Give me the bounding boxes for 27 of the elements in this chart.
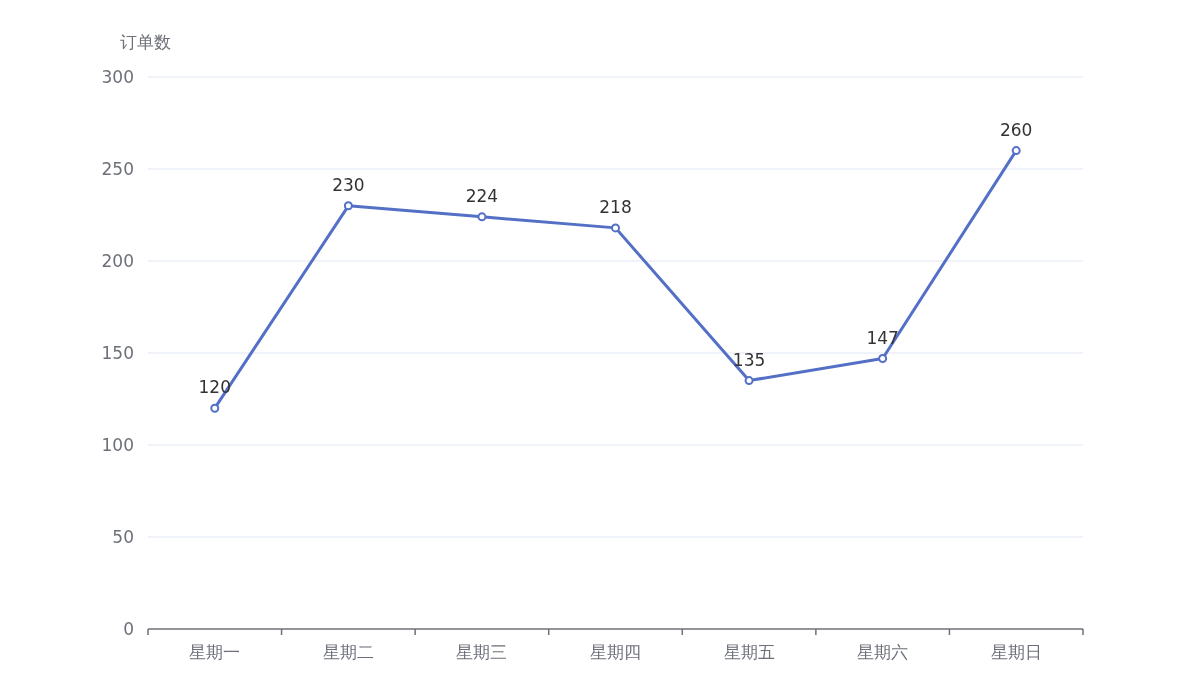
y-tick-label: 300 (101, 67, 134, 87)
data-label: 218 (599, 196, 632, 217)
y-tick-label: 200 (101, 251, 134, 271)
point (477, 212, 487, 222)
x-tick-label: 星期一 (189, 642, 241, 662)
x-tick-label: 星期四 (590, 642, 641, 662)
y-axis-title: 订单数 (119, 32, 171, 52)
data-label: 260 (999, 119, 1033, 140)
y-tick-label: 250 (101, 159, 134, 179)
x-tick-label: 星期六 (857, 642, 909, 662)
point (1011, 146, 1021, 156)
point (744, 376, 754, 386)
point (210, 403, 220, 413)
y-tick-label: 50 (112, 527, 134, 547)
x-tick-label: 星期日 (990, 642, 1042, 662)
y-tick-label: 100 (101, 435, 134, 455)
x-tick-label: 星期二 (322, 642, 374, 662)
x-tick-label: 星期三 (456, 642, 508, 662)
point (343, 201, 353, 211)
data-label: 135 (732, 349, 766, 370)
point (611, 223, 620, 233)
point (878, 354, 888, 364)
data-label: 224 (465, 185, 499, 206)
y-tick-label: 0 (123, 619, 134, 639)
y-tick-label: 150 (101, 343, 134, 363)
data-label: 230 (332, 174, 365, 195)
x-tick-label: 星期五 (723, 642, 775, 662)
